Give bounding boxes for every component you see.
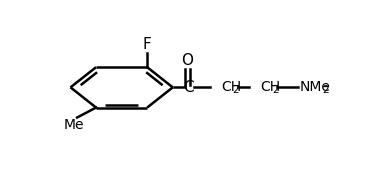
Text: 2: 2: [323, 85, 329, 95]
Text: Me: Me: [64, 118, 84, 132]
Text: 2: 2: [233, 85, 239, 95]
Text: 2: 2: [272, 85, 279, 95]
Text: CH: CH: [221, 80, 241, 94]
Text: O: O: [181, 53, 193, 68]
Text: C: C: [184, 80, 194, 95]
Text: CH: CH: [261, 80, 280, 94]
Text: F: F: [143, 37, 152, 52]
Text: NMe: NMe: [300, 80, 331, 94]
